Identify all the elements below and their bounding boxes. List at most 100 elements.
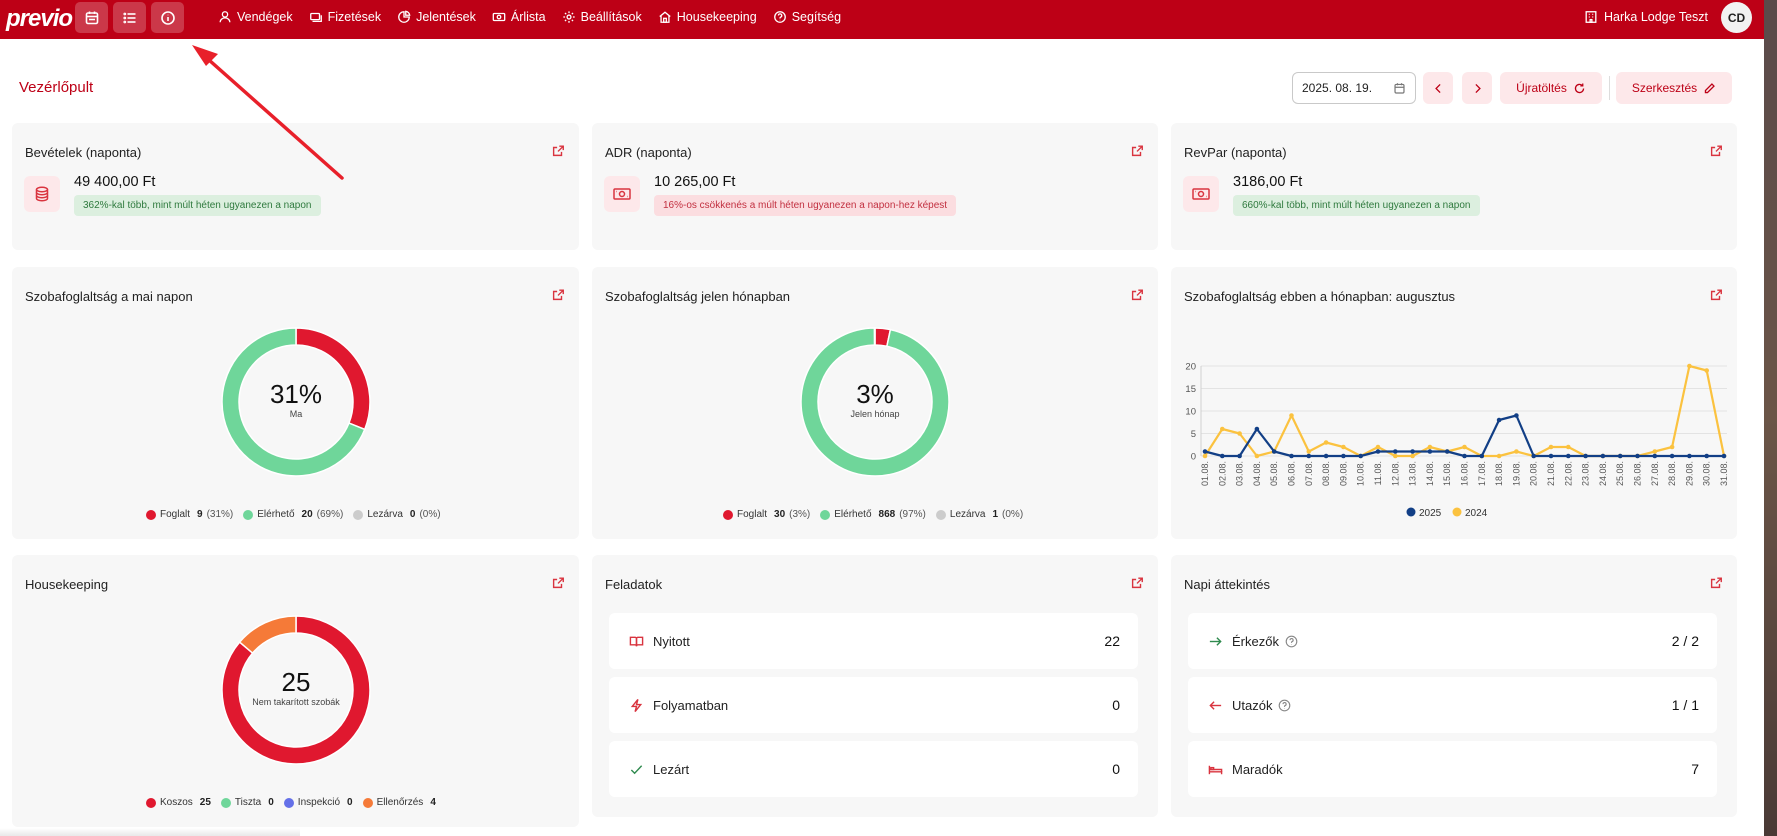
legend-item[interactable]: Lezárva 0 (0%): [353, 509, 441, 520]
open-external-link[interactable]: [1130, 288, 1144, 302]
daily-row-departures[interactable]: Utazók 1 / 1: [1188, 677, 1717, 733]
data-point-2025[interactable]: [1617, 453, 1623, 459]
previous-day-button[interactable]: [1423, 72, 1453, 104]
legend-item[interactable]: Foglalt 9 (31%): [146, 509, 233, 520]
edit-button[interactable]: Szerkesztés: [1616, 72, 1732, 104]
legend-item[interactable]: Elérhető 868 (97%): [820, 509, 926, 520]
data-point-2024[interactable]: [1341, 444, 1346, 450]
hotel-selector[interactable]: Harka Lodge Teszt: [1584, 0, 1708, 34]
data-point-2025[interactable]: [1479, 453, 1485, 459]
data-point-2025[interactable]: [1444, 449, 1450, 454]
date-picker-input[interactable]: 2025. 08. 19.: [1292, 72, 1416, 104]
data-point-2024[interactable]: [1375, 444, 1381, 450]
open-external-link[interactable]: [1130, 576, 1144, 590]
data-point-2025[interactable]: [1341, 453, 1346, 459]
data-point-2025[interactable]: [1289, 453, 1294, 459]
data-point-2025[interactable]: [1583, 453, 1588, 459]
quick-calendar-button[interactable]: [75, 2, 108, 33]
data-point-2025[interactable]: [1652, 453, 1658, 459]
legend-item[interactable]: Lezárva 1 (0%): [935, 509, 1023, 520]
data-point-2025[interactable]: [1254, 426, 1260, 432]
open-external-link[interactable]: [1709, 576, 1723, 590]
daily-row-arrivals[interactable]: Érkezők 2 / 2: [1188, 613, 1717, 669]
legend-dot[interactable]: [1406, 507, 1416, 517]
open-external-link[interactable]: [1130, 144, 1144, 158]
legend-item[interactable]: Inspekció 0: [283, 797, 353, 808]
open-external-link[interactable]: [551, 576, 565, 590]
open-external-link[interactable]: [1709, 288, 1723, 302]
data-point-2025[interactable]: [1669, 453, 1675, 459]
data-point-2025[interactable]: [1427, 449, 1433, 454]
data-point-2024[interactable]: [1323, 440, 1329, 445]
data-point-2025[interactable]: [1704, 453, 1709, 459]
quick-list-button[interactable]: [113, 2, 146, 33]
data-point-2025[interactable]: [1375, 449, 1381, 454]
data-point-2024[interactable]: [1566, 444, 1571, 450]
data-point-2024[interactable]: [1687, 363, 1692, 369]
data-point-2025[interactable]: [1237, 453, 1242, 459]
data-point-2024[interactable]: [1410, 453, 1415, 459]
legend-item[interactable]: Elérhető 20 (69%): [243, 509, 343, 520]
data-point-2024[interactable]: [1496, 453, 1502, 459]
open-external-link[interactable]: [1709, 144, 1723, 158]
legend-item[interactable]: Tiszta 0: [220, 797, 274, 808]
calendar-icon[interactable]: [1393, 82, 1406, 95]
user-avatar[interactable]: CD: [1721, 2, 1752, 33]
occupancy-today-slice-elérhető[interactable]: [221, 327, 366, 477]
nav-item-pricelist[interactable]: Árlista: [484, 10, 554, 24]
data-point-2024[interactable]: [1202, 453, 1208, 459]
task-row-closed[interactable]: Lezárt 0: [609, 741, 1138, 797]
data-point-2025[interactable]: [1566, 453, 1571, 459]
housekeeping-slice-koszos[interactable]: [221, 615, 371, 765]
data-point-2024[interactable]: [1306, 449, 1312, 454]
legend-item[interactable]: Ellenőrzés 4: [362, 797, 436, 808]
legend-item[interactable]: Koszos 25: [146, 797, 211, 808]
data-point-2025[interactable]: [1514, 413, 1519, 418]
data-point-2024[interactable]: [1514, 449, 1519, 454]
nav-item-payments[interactable]: Fizetések: [301, 10, 390, 24]
data-point-2024[interactable]: [1704, 368, 1709, 373]
data-point-2024[interactable]: [1652, 449, 1658, 454]
data-point-2024[interactable]: [1289, 413, 1294, 418]
task-row-in-progress[interactable]: Folyamatban 0: [609, 677, 1138, 733]
quick-info-button[interactable]: [151, 2, 184, 33]
data-point-2025[interactable]: [1358, 453, 1363, 459]
legend-item[interactable]: Foglalt 30 (3%): [723, 509, 810, 520]
open-external-link[interactable]: [551, 144, 565, 158]
data-point-2025[interactable]: [1496, 417, 1502, 423]
data-point-2025[interactable]: [1220, 453, 1225, 459]
data-point-2025[interactable]: [1531, 453, 1536, 459]
data-point-2025[interactable]: [1721, 453, 1727, 459]
nav-item-settings[interactable]: Beállítások: [554, 10, 650, 24]
data-point-2024[interactable]: [1427, 444, 1433, 450]
reload-button[interactable]: Újratöltés: [1500, 72, 1602, 104]
data-point-2025[interactable]: [1548, 453, 1554, 459]
nav-item-guests[interactable]: Vendégek: [210, 10, 301, 24]
daily-row-staying[interactable]: Maradók 7: [1188, 741, 1717, 797]
data-point-2025[interactable]: [1635, 453, 1640, 459]
legend-dot[interactable]: [1452, 507, 1462, 517]
nav-item-reports[interactable]: Jelentések: [389, 10, 484, 24]
data-point-2024[interactable]: [1254, 453, 1260, 459]
occupancy-month-slice-elérhető[interactable]: [800, 327, 950, 477]
data-point-2025[interactable]: [1271, 449, 1277, 454]
task-row-open[interactable]: Nyitott 22: [609, 613, 1138, 669]
data-point-2025[interactable]: [1687, 453, 1692, 459]
legend-label[interactable]: 2025: [1419, 508, 1442, 519]
legend-label[interactable]: 2024: [1465, 508, 1488, 519]
help-circle-icon[interactable]: [1278, 699, 1291, 712]
previo-logo[interactable]: previo: [6, 5, 73, 32]
data-point-2024[interactable]: [1237, 431, 1242, 436]
data-point-2024[interactable]: [1548, 444, 1554, 450]
data-point-2025[interactable]: [1202, 449, 1208, 454]
nav-item-help[interactable]: Segítség: [765, 10, 849, 24]
data-point-2025[interactable]: [1410, 449, 1415, 454]
data-point-2025[interactable]: [1393, 449, 1398, 454]
housekeeping-slice-ellenőrzés[interactable]: [238, 615, 297, 655]
open-external-link[interactable]: [551, 288, 565, 302]
data-point-2025[interactable]: [1462, 453, 1467, 459]
data-point-2024[interactable]: [1462, 444, 1467, 450]
next-day-button[interactable]: [1462, 72, 1492, 104]
nav-item-housekeeping[interactable]: Housekeeping: [650, 10, 765, 24]
data-point-2024[interactable]: [1220, 426, 1225, 432]
